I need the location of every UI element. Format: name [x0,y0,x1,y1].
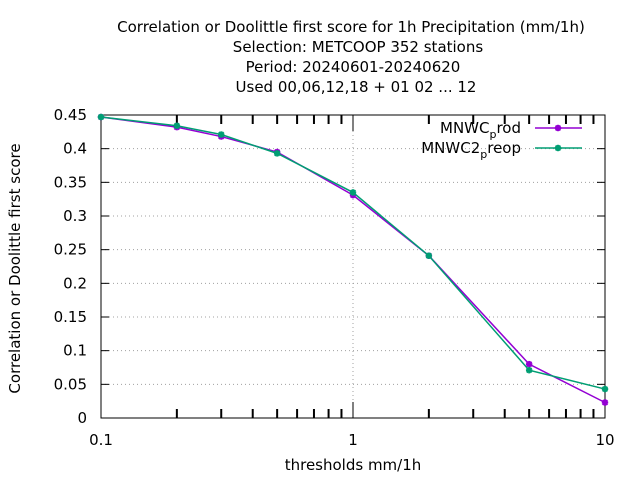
y-tick-labels: 0 0.05 0.1 0.15 0.2 0.25 0.3 0.35 0.4 0.45 [54,106,87,427]
data-point [218,131,225,138]
marker-d2 [554,144,562,152]
marker-d2 [526,361,533,368]
series-2 [97,113,609,393]
marker-d2 [526,367,533,374]
x-tick-labels: 0.1 1 10 [89,431,614,449]
marker-d2 [218,131,225,138]
axis-ticks [100,114,606,419]
title-line-4: Used 00,06,12,18 + 01 02 ... 12 [236,78,477,96]
y-tick-label: 0.15 [54,308,87,326]
data-point [525,360,533,368]
x-tick-label: 0.1 [89,431,113,449]
y-axis-label: Correlation or Doolittle first score [6,143,24,393]
data-point [349,189,357,196]
data-point [173,122,181,129]
y-tick-label: 0.2 [63,274,87,292]
data-point [601,385,609,393]
legend-label: MNWCprod [440,119,521,141]
grid [101,115,605,418]
y-tick-label: 0.05 [54,375,87,393]
data-point [425,252,433,259]
marker-d2 [601,399,609,406]
marker-d2 [425,252,432,259]
marker-d2 [97,113,105,121]
title-line-1: Correlation or Doolittle first score for… [117,18,585,36]
legend-label: MNWC2preop [421,139,521,161]
y-tick-label: 0 [77,409,87,427]
data-point [525,366,533,374]
plot-frame [100,114,606,419]
legend-marker [554,144,562,152]
series-layer [97,113,609,406]
marker-d2 [274,150,281,157]
y-tick-label: 0.25 [54,241,87,259]
y-tick-label: 0.4 [63,140,87,158]
y-tick-label: 0.1 [63,342,87,360]
x-tick-label: 10 [595,431,614,449]
marker-d2 [601,385,609,393]
chart-title: Correlation or Doolittle first score for… [117,18,585,96]
y-tick-label: 0.35 [54,173,87,191]
x-axis-label: thresholds mm/1h [285,456,422,474]
title-line-2: Selection: METCOOP 352 stations [233,38,484,56]
title-line-3: Period: 20240601-20240620 [246,58,461,76]
marker-d2 [173,122,180,129]
data-point [273,150,281,157]
data-point [97,113,105,121]
marker-d2 [349,189,357,196]
y-tick-label: 0.45 [54,106,87,124]
series-line [100,116,606,390]
legend-marker [554,124,562,132]
y-tick-label: 0.3 [63,207,87,225]
x-tick-label: 1 [348,431,358,449]
marker-d2 [554,124,562,132]
data-point [601,399,609,406]
